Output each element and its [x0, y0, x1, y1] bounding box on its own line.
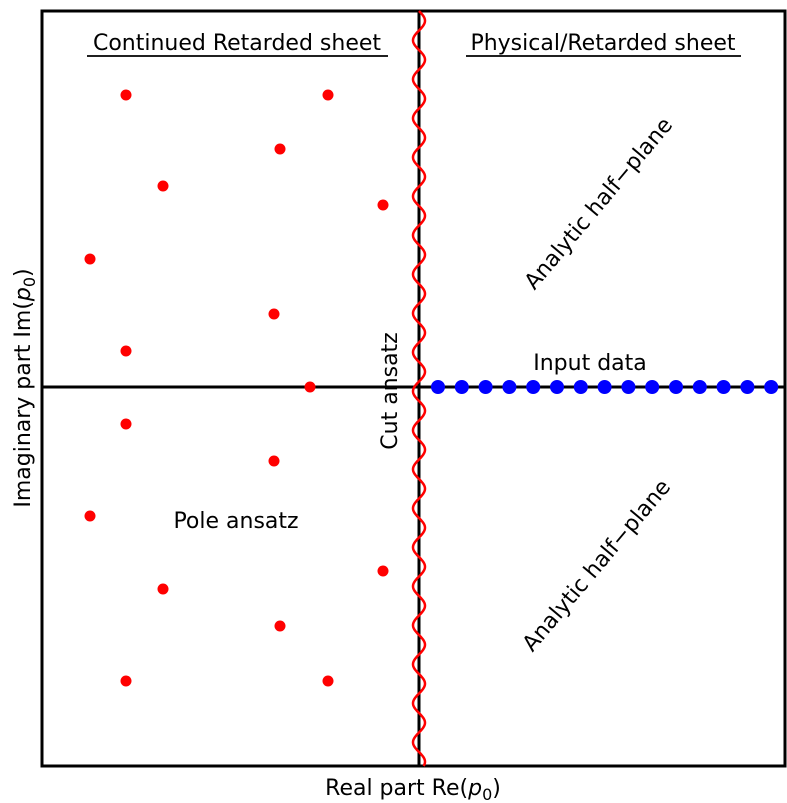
pole-marker: [322, 89, 334, 101]
pole-marker: [268, 455, 280, 467]
physical-sheet-title: Physical/Retarded sheet: [470, 31, 735, 56]
pole-marker: [84, 510, 96, 522]
pole-marker: [120, 89, 132, 101]
input-data-point: [645, 380, 660, 394]
branch-cut-wave: [411, 10, 427, 767]
input-data-point: [526, 380, 541, 394]
pole-marker: [377, 565, 389, 577]
pole-marker: [304, 381, 316, 393]
pole-marker: [322, 675, 334, 687]
x-axis-label: Real part Re(p0): [325, 776, 501, 803]
pole-marker: [120, 418, 132, 430]
pole-marker: [84, 253, 96, 265]
pole-marker: [274, 143, 286, 155]
analytic-half-plane-lower-label: Analytic half−plane: [518, 475, 676, 657]
input-data-point: [692, 380, 707, 394]
pole-marker: [120, 675, 132, 687]
input-data-point: [764, 380, 779, 394]
input-data-point: [669, 380, 683, 394]
continued-sheet-title: Continued Retarded sheet: [93, 31, 381, 56]
pole-marker: [274, 620, 286, 632]
pole-markers: [84, 89, 389, 687]
cut-ansatz-label: Cut ansatz: [378, 332, 403, 449]
pole-marker: [377, 199, 389, 211]
input-data-point: [550, 380, 564, 394]
input-data-point: [740, 380, 755, 394]
pole-marker: [157, 583, 169, 595]
analytic-half-plane-upper-label: Analytic half−plane: [520, 113, 678, 295]
pole-marker: [157, 180, 169, 192]
input-data-point: [478, 380, 493, 394]
input-data-point: [621, 380, 636, 394]
input-data-point: [454, 380, 469, 394]
pole-marker: [268, 308, 280, 320]
pole-ansatz-label: Pole ansatz: [173, 509, 298, 534]
input-data-point: [597, 380, 612, 394]
pole-marker: [120, 345, 132, 357]
input-data-label: Input data: [533, 351, 647, 376]
input-data-point: [502, 380, 517, 394]
y-axis-label: Imaginary part Im(p0): [11, 268, 39, 507]
input-data-point: [716, 380, 731, 394]
input-data-point: [431, 380, 445, 394]
input-data-points: [431, 380, 779, 394]
input-data-point: [573, 380, 588, 394]
